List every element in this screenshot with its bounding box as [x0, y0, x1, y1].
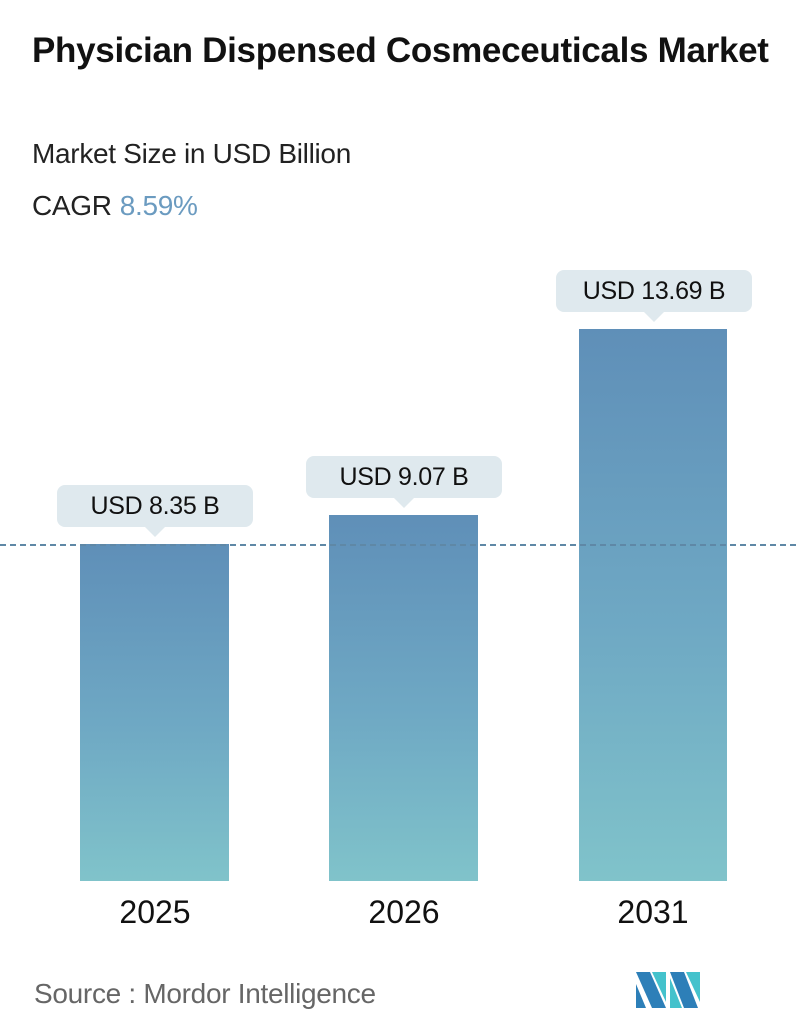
x-label-2026: 2026 [368, 894, 440, 930]
cagr-value: 8.59% [119, 190, 198, 221]
source-text: Source : Mordor Intelligence [34, 978, 376, 1009]
bar-2026 [329, 515, 478, 881]
data-label-2031: USD 13.69 B [556, 270, 752, 322]
bar-2025 [80, 544, 229, 881]
x-label-2031: 2031 [617, 894, 689, 930]
bar-2031 [579, 329, 727, 881]
cagr-line: CAGR 8.59% [32, 190, 198, 222]
chart-title: Physician Dispensed Cosmeceuticals Marke… [32, 31, 769, 70]
mordor-logo-icon [636, 972, 700, 1008]
chart-subtitle: Market Size in USD Billion [32, 138, 351, 169]
data-label-2025: USD 8.35 B [57, 485, 253, 537]
data-label-2026: USD 9.07 B [306, 456, 502, 508]
reference-dashed-line [0, 544, 796, 546]
bar-chart: USD 8.35 B 2025 USD 9.07 B 2026 USD 13.6… [0, 250, 796, 940]
cagr-label: CAGR [32, 190, 112, 221]
x-label-2025: 2025 [119, 894, 191, 930]
